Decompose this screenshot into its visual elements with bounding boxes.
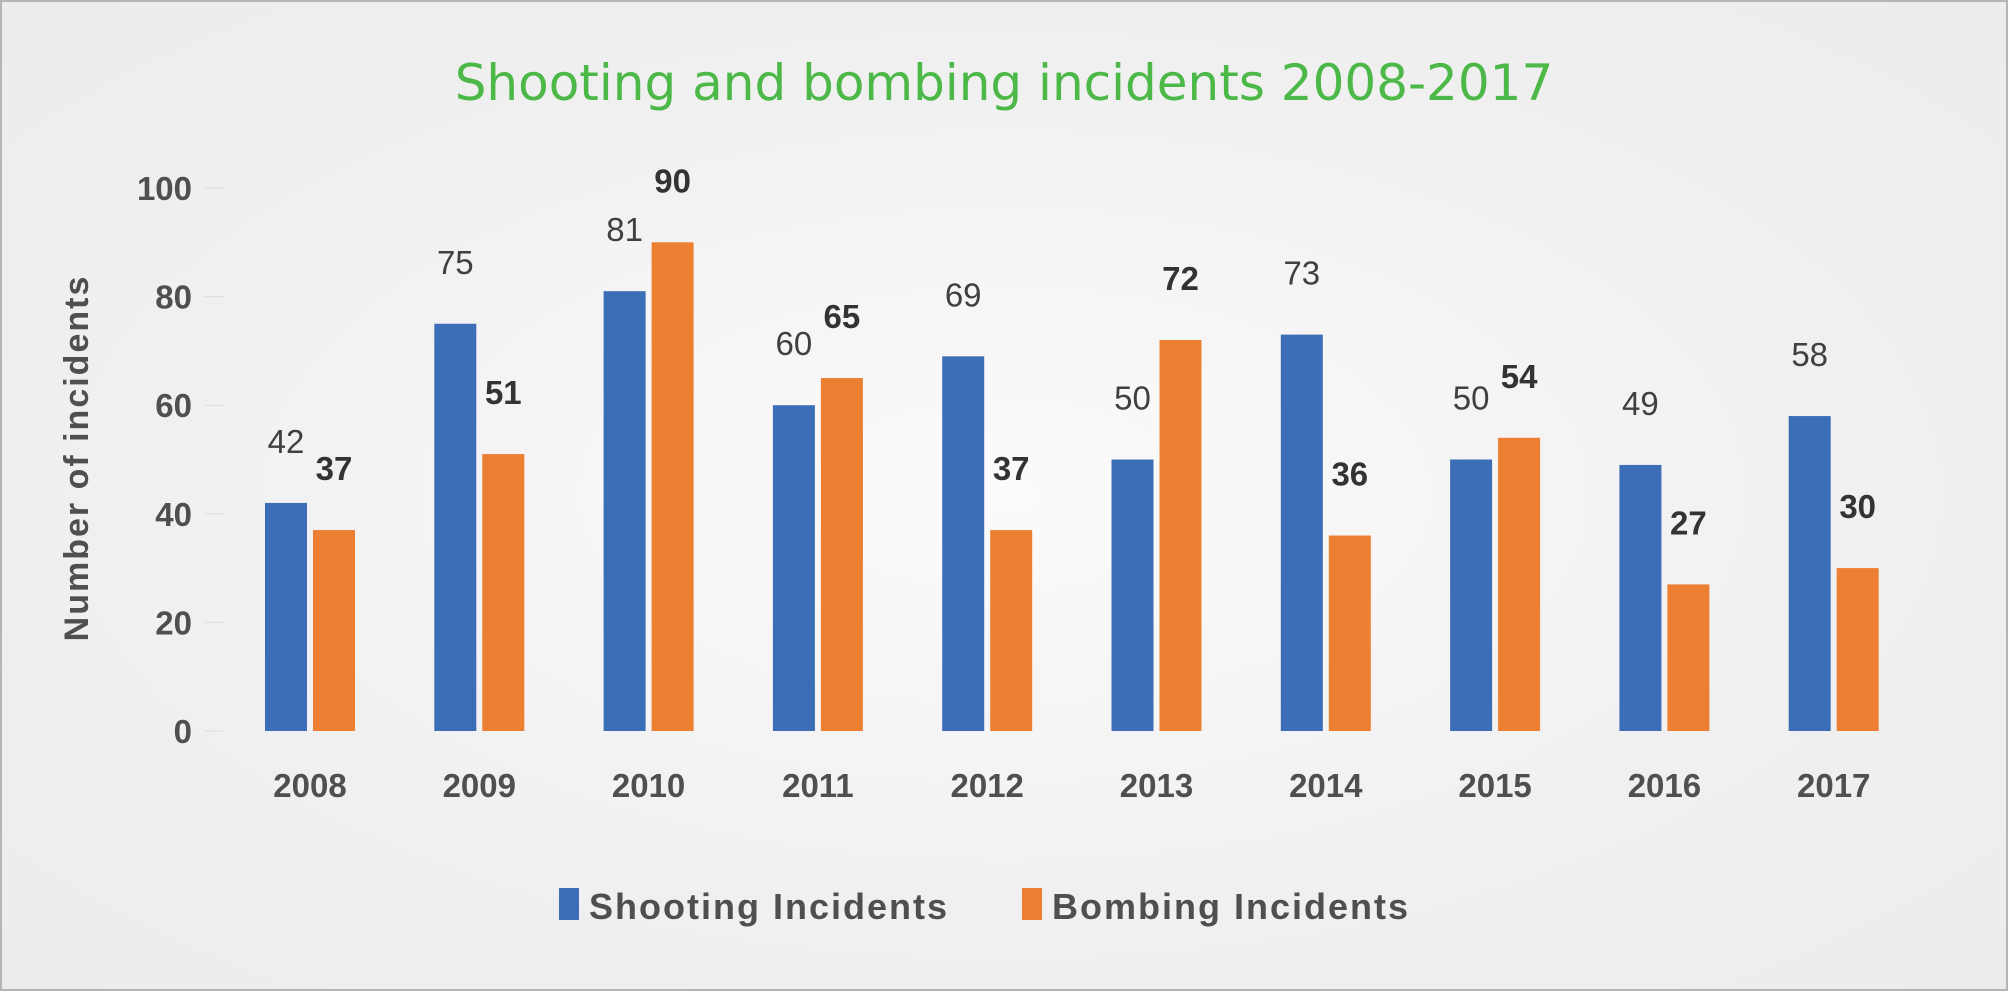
x-tick-label: 2010 <box>612 767 685 804</box>
y-tick-label: 20 <box>155 604 192 641</box>
bar-bombing <box>482 454 525 731</box>
bar-bombing <box>1498 437 1541 731</box>
data-label-bombing: 30 <box>1839 488 1876 525</box>
bar-bombing <box>1159 340 1202 731</box>
y-tick-label: 40 <box>155 496 192 533</box>
bar-bombing <box>651 242 694 732</box>
x-tick-label: 2013 <box>1120 767 1193 804</box>
y-axis-title: Number of incidents <box>58 275 96 642</box>
bar-bombing <box>1328 535 1371 731</box>
data-label-bombing: 65 <box>824 298 861 335</box>
bar-shooting <box>1450 459 1493 731</box>
bar-shooting <box>434 323 477 731</box>
y-tick-label: 0 <box>174 713 192 750</box>
x-tick-label: 2011 <box>782 767 854 804</box>
x-tick-label: 2008 <box>273 767 346 804</box>
data-label-shooting: 58 <box>1791 336 1828 373</box>
bar-shooting <box>265 502 307 731</box>
data-label-bombing: 37 <box>993 450 1030 487</box>
data-label-bombing: 54 <box>1501 358 1538 395</box>
bar-shooting <box>1111 459 1154 731</box>
y-tick-label: 80 <box>155 279 192 316</box>
data-label-shooting: 50 <box>1453 380 1490 417</box>
legend-label-bombing: Bombing Incidents <box>1052 886 1410 927</box>
data-label-shooting: 49 <box>1622 385 1659 422</box>
data-label-shooting: 50 <box>1114 380 1151 417</box>
y-tick-label: 60 <box>155 387 192 424</box>
data-label-shooting: 42 <box>268 423 305 460</box>
data-label-shooting: 69 <box>945 276 982 313</box>
data-label-shooting: 60 <box>776 325 813 362</box>
data-label-shooting: 81 <box>606 211 643 248</box>
x-tick-label: 2015 <box>1458 767 1531 804</box>
x-tick-label: 2009 <box>443 767 516 804</box>
data-label-shooting: 73 <box>1283 255 1320 292</box>
bar-bombing <box>313 530 355 731</box>
data-label-bombing: 72 <box>1162 260 1199 297</box>
bar-shooting <box>942 356 985 731</box>
legend-swatch-bombing <box>1022 888 1042 920</box>
data-label-bombing: 90 <box>654 162 691 199</box>
bar-bombing <box>990 530 1033 731</box>
bar-bombing <box>1667 584 1710 731</box>
data-label-bombing: 37 <box>316 450 353 487</box>
data-label-shooting: 75 <box>437 244 474 281</box>
x-tick-label: 2014 <box>1289 767 1363 804</box>
legend-label-shooting: Shooting Incidents <box>589 886 949 927</box>
y-tick-label: 100 <box>137 170 192 207</box>
bar-shooting <box>1619 464 1662 731</box>
bar-shooting <box>772 405 815 731</box>
chart-title: Shooting and bombing incidents 2008-2017 <box>455 54 1554 112</box>
data-label-bombing: 27 <box>1670 504 1707 541</box>
x-tick-label: 2017 <box>1797 767 1870 804</box>
bar-bombing <box>820 378 863 731</box>
bar-shooting <box>1788 416 1831 731</box>
data-label-bombing: 36 <box>1331 456 1368 493</box>
bar-bombing <box>1836 568 1879 731</box>
data-label-bombing: 51 <box>485 374 522 411</box>
x-tick-label: 2016 <box>1628 767 1701 804</box>
x-tick-label: 2012 <box>950 767 1023 804</box>
bar-shooting <box>603 291 646 731</box>
bar-shooting <box>1280 334 1323 731</box>
legend-swatch-shooting <box>559 888 579 920</box>
